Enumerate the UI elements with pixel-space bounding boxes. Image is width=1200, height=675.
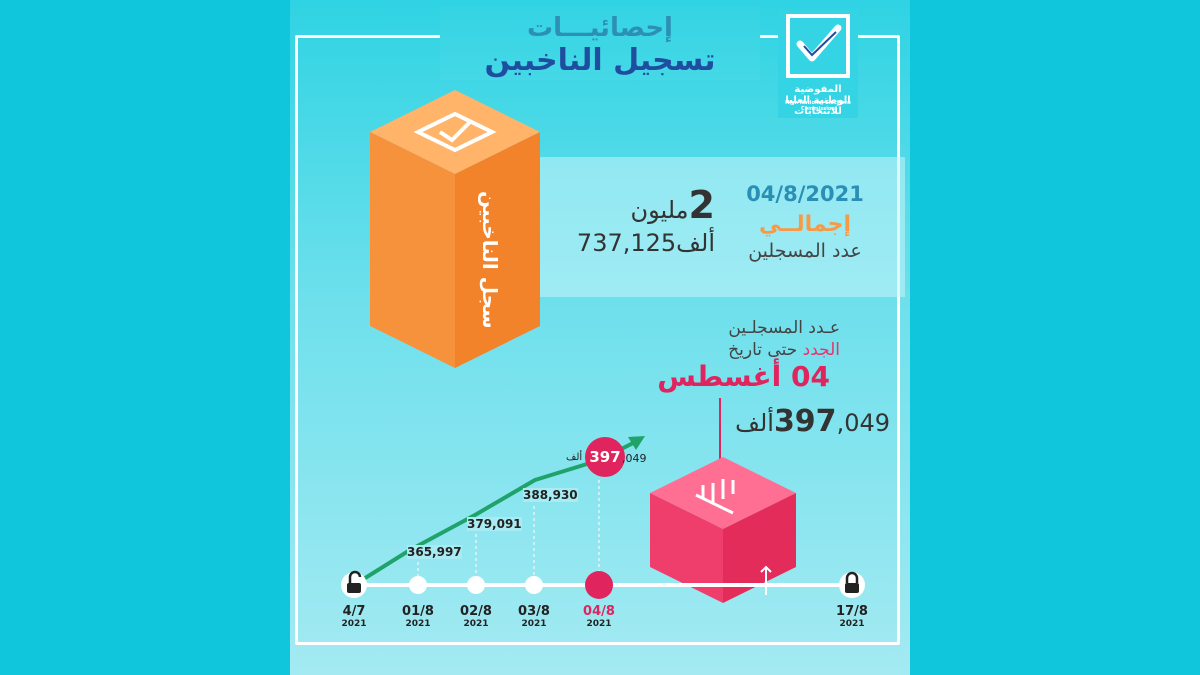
new-value-bold: 397	[773, 404, 837, 439]
total-thousands-number: 737,125	[576, 229, 677, 257]
timeline-node	[525, 576, 543, 594]
current-value-word: ألف	[566, 452, 583, 463]
timeline-node	[409, 576, 427, 594]
voter-register-label: سجل الناخبين	[478, 191, 502, 329]
new-registered-value: 397,049 ألف	[730, 404, 890, 439]
hnec-logo: المفوضية الوطنية العليا للانتخابات High …	[778, 10, 858, 118]
timeline-date: 01/8 2021	[402, 604, 434, 629]
until-date-word: حتى تاريخ	[728, 340, 798, 360]
logo-name-ar: المفوضية الوطنية العليا للانتخابات	[785, 84, 851, 117]
timeline-end-date: 17/8 2021	[836, 604, 868, 629]
timeline-date: 03/8 2021	[518, 604, 550, 629]
checkmark-icon	[796, 24, 842, 62]
total-ijmali-label: إجمالــي	[759, 212, 851, 237]
timeline-node	[467, 576, 485, 594]
title-line2: تسجيل الناخبين	[484, 43, 716, 78]
new-value-word: ألف	[735, 409, 774, 437]
lock-icon	[839, 571, 865, 598]
pink-box	[650, 457, 796, 603]
header: إحصائيـــات تسجيل الناخبين	[440, 6, 760, 80]
timeline-start-date: 4/7 2021	[341, 604, 367, 629]
timeline-date-active: 04/8 2021	[583, 604, 615, 629]
total-millions-word: مليون	[630, 196, 689, 224]
total-date: 04/8/2021	[746, 182, 864, 206]
total-info-band	[525, 157, 905, 297]
timeline-date: 02/8 2021	[460, 604, 492, 629]
logo-name-en: High National Elections Commission	[785, 100, 851, 112]
pointer-line	[719, 398, 721, 460]
timeline-value-label: 379,091	[467, 517, 522, 531]
new-value-rest: ,049	[836, 409, 890, 437]
ballot-check-icon	[413, 111, 497, 153]
new-count-label: عـدد المسجلـين	[728, 318, 840, 338]
title-line1: إحصائيـــات	[527, 13, 673, 43]
total-millions-number: 2	[688, 183, 715, 227]
unlock-icon	[341, 570, 367, 598]
total-thousands-word: ألف	[676, 229, 715, 257]
new-word: الجدد	[802, 340, 840, 360]
arrow-up-icon	[760, 565, 772, 595]
new-until-label: الجدد حتى تاريخ	[640, 340, 840, 360]
current-value-rest: ,049	[622, 452, 647, 465]
logo-frame	[786, 14, 850, 78]
total-registered-value: 2مليون ألف737,125	[555, 186, 715, 259]
current-value-marker: 397	[585, 437, 625, 477]
orange-ballot-box	[370, 90, 540, 368]
timeline-node-active	[585, 571, 613, 599]
total-count-label: عدد المسجلين	[748, 240, 862, 262]
timeline-value-label: 388,930	[523, 488, 578, 502]
chart-bars-icon	[695, 479, 735, 515]
new-date-label: 04 أغسطس	[657, 360, 830, 393]
timeline-value-label: 365,997	[407, 545, 462, 559]
